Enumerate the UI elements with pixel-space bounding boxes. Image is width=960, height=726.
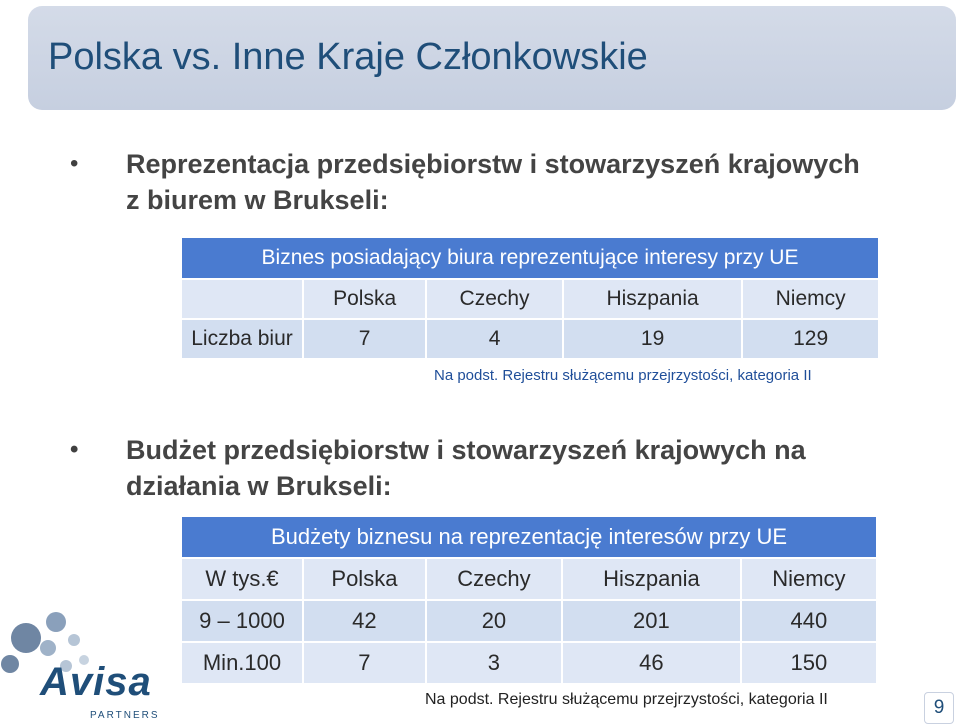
bullet-dot: • xyxy=(70,436,79,463)
row-label: Liczba biur xyxy=(182,320,302,358)
table-cell: 201 xyxy=(563,601,740,641)
column-header: Polska xyxy=(304,559,425,599)
column-header: Hiszpania xyxy=(563,559,740,599)
avisa-logo-dots xyxy=(1,612,89,673)
title-bar xyxy=(28,6,956,110)
table-cell: 440 xyxy=(741,601,876,641)
offices-table-header: Biznes posiadający biura reprezentujące … xyxy=(182,238,878,278)
bullet-dot: • xyxy=(70,150,79,177)
table-cell: 4 xyxy=(427,320,562,358)
bullet-budget: • Budżet przedsiębiorstw i stowarzyszeń … xyxy=(70,432,926,504)
column-header: Czechy xyxy=(426,559,562,599)
column-header xyxy=(182,280,302,318)
bullet-line-1: Reprezentacja przedsiębiorstw i stowarzy… xyxy=(126,149,860,179)
table-cell: 19 xyxy=(563,320,742,358)
bullet-line-2: działania w Brukseli: xyxy=(126,471,392,501)
table-cell: 20 xyxy=(426,601,562,641)
bullet-line-2: z biurem w Brukseli: xyxy=(126,185,389,215)
source-note-1: Na podst. Rejestru służącemu przejrzysto… xyxy=(434,367,812,384)
column-header: W tys.€ xyxy=(182,559,302,599)
source-note-2: Na podst. Rejestru służącemu przejrzysto… xyxy=(425,691,828,708)
table-cell: 129 xyxy=(743,320,878,358)
table-cell: 3 xyxy=(426,643,562,683)
row-label: 9 – 1000 xyxy=(182,601,302,641)
logo-wordmark: Avisa xyxy=(40,660,152,704)
table-cell: 7 xyxy=(304,643,425,683)
bullet-line-1: Budżet przedsiębiorstw i stowarzyszeń kr… xyxy=(126,435,806,465)
column-header: Hiszpania xyxy=(563,280,742,318)
page-title: Polska vs. Inne Kraje Członkowskie xyxy=(48,36,648,78)
column-header: Niemcy xyxy=(741,559,876,599)
table-cell: 7 xyxy=(304,320,426,358)
bullet-representation: • Reprezentacja przedsiębiorstw i stowar… xyxy=(70,146,926,218)
offices-table: Biznes posiadający biura reprezentujące … xyxy=(180,236,880,360)
page-number: 9 xyxy=(924,692,954,724)
column-header: Polska xyxy=(304,280,426,318)
budget-table-header: Budżety biznesu na reprezentację interes… xyxy=(182,517,876,557)
row-label: Min.100 xyxy=(182,643,302,683)
column-header: Czechy xyxy=(427,280,562,318)
column-header: Niemcy xyxy=(743,280,878,318)
table-cell: 46 xyxy=(563,643,740,683)
logo-subtitle: PARTNERS xyxy=(90,710,160,721)
table-cell: 42 xyxy=(304,601,425,641)
table-cell: 150 xyxy=(741,643,876,683)
budget-table: Budżety biznesu na reprezentację interes… xyxy=(180,515,878,685)
